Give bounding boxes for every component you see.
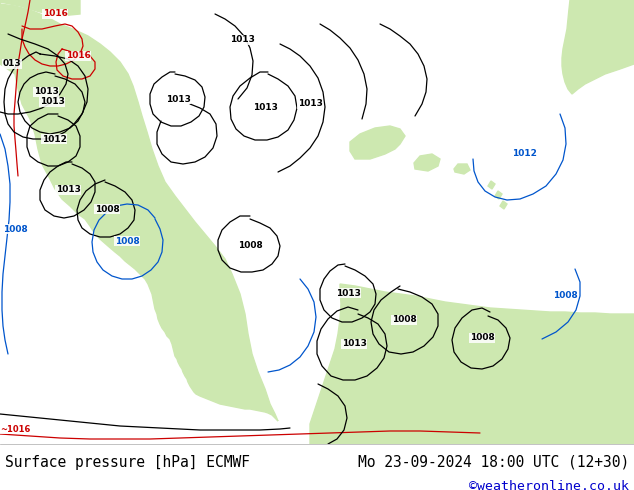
Text: 1008: 1008 — [3, 224, 27, 234]
Polygon shape — [488, 181, 495, 189]
Text: 1008: 1008 — [238, 241, 262, 249]
Text: 1008: 1008 — [94, 204, 119, 214]
Polygon shape — [495, 191, 502, 199]
Polygon shape — [310, 284, 634, 444]
Text: 1013: 1013 — [56, 186, 81, 195]
Text: 1013: 1013 — [252, 103, 278, 113]
Text: 1008: 1008 — [115, 237, 139, 245]
Text: 013: 013 — [3, 59, 22, 69]
Text: 1012: 1012 — [42, 134, 67, 144]
Text: 1013: 1013 — [297, 99, 323, 108]
Text: 1016: 1016 — [65, 51, 91, 60]
Text: Mo 23-09-2024 18:00 UTC (12+30): Mo 23-09-2024 18:00 UTC (12+30) — [358, 455, 629, 470]
Text: ~1016: ~1016 — [0, 424, 30, 434]
Text: 1008: 1008 — [470, 334, 495, 343]
Text: 1008: 1008 — [392, 316, 417, 324]
Polygon shape — [414, 154, 440, 171]
Text: ©weatheronline.co.uk: ©weatheronline.co.uk — [469, 480, 629, 490]
Polygon shape — [0, 0, 278, 421]
Text: 1013: 1013 — [39, 98, 65, 106]
Text: 1013: 1013 — [165, 95, 190, 103]
Polygon shape — [500, 201, 507, 209]
Text: 1013: 1013 — [335, 289, 361, 297]
Polygon shape — [350, 126, 405, 159]
Polygon shape — [454, 164, 470, 174]
Text: 1008: 1008 — [553, 292, 578, 300]
Polygon shape — [0, 0, 80, 16]
Text: 1013: 1013 — [342, 340, 366, 348]
Text: 1016: 1016 — [42, 9, 67, 19]
Text: 1013: 1013 — [230, 35, 254, 45]
Polygon shape — [562, 0, 634, 94]
Text: 1012: 1012 — [512, 149, 536, 158]
Text: Surface pressure [hPa] ECMWF: Surface pressure [hPa] ECMWF — [5, 455, 250, 470]
Text: 1013: 1013 — [34, 88, 58, 97]
